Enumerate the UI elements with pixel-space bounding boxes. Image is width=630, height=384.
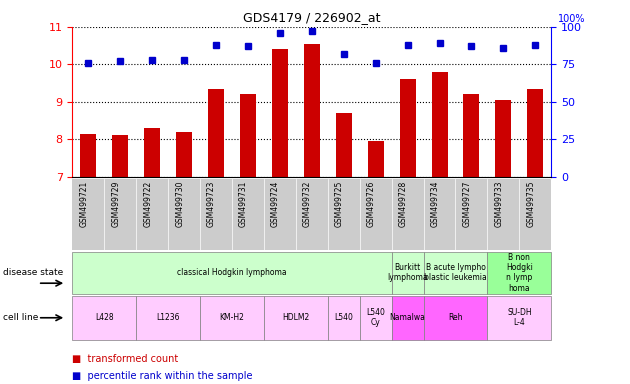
Bar [112, 136, 129, 177]
Bar [336, 113, 352, 177]
Bar [432, 72, 447, 177]
Bar [464, 94, 479, 177]
Bar [144, 128, 160, 177]
Bar [176, 132, 192, 177]
Bar [240, 94, 256, 177]
Bar [368, 141, 384, 177]
Text: L428: L428 [95, 313, 113, 322]
Text: KM-H2: KM-H2 [220, 313, 244, 322]
Text: 100%: 100% [558, 14, 586, 24]
Text: L1236: L1236 [156, 313, 180, 322]
Text: GSM499735: GSM499735 [526, 180, 536, 227]
Bar [208, 89, 224, 177]
Text: GSM499728: GSM499728 [399, 180, 408, 227]
Text: L540: L540 [335, 313, 353, 322]
Bar [304, 44, 320, 177]
Text: GSM499727: GSM499727 [462, 180, 471, 227]
Bar [81, 134, 96, 177]
Text: B non
Hodgki
n lymp
homa: B non Hodgki n lymp homa [506, 253, 533, 293]
Bar [527, 89, 543, 177]
Text: GSM499734: GSM499734 [430, 180, 440, 227]
Text: classical Hodgkin lymphoma: classical Hodgkin lymphoma [177, 268, 287, 277]
Text: L540
Cy: L540 Cy [366, 308, 385, 328]
Text: GSM499726: GSM499726 [367, 180, 375, 227]
Text: GDS4179 / 226902_at: GDS4179 / 226902_at [243, 12, 381, 25]
Bar [272, 50, 288, 177]
Text: ■  percentile rank within the sample: ■ percentile rank within the sample [72, 371, 253, 381]
Text: B acute lympho
blastic leukemia: B acute lympho blastic leukemia [424, 263, 487, 282]
Text: GSM499732: GSM499732 [303, 180, 312, 227]
Text: GSM499733: GSM499733 [495, 180, 503, 227]
Text: GSM499731: GSM499731 [239, 180, 248, 227]
Text: GSM499721: GSM499721 [79, 180, 88, 227]
Text: HDLM2: HDLM2 [282, 313, 309, 322]
Text: Namalwa: Namalwa [390, 313, 425, 322]
Text: ■  transformed count: ■ transformed count [72, 354, 179, 364]
Text: GSM499723: GSM499723 [207, 180, 216, 227]
Text: GSM499724: GSM499724 [271, 180, 280, 227]
Text: cell line: cell line [3, 313, 38, 322]
Text: GSM499729: GSM499729 [112, 180, 120, 227]
Bar [495, 100, 512, 177]
Text: Burkitt
lymphoma: Burkitt lymphoma [387, 263, 428, 282]
Text: SU-DH
L-4: SU-DH L-4 [507, 308, 532, 328]
Text: GSM499725: GSM499725 [335, 180, 344, 227]
Text: disease state: disease state [3, 268, 64, 277]
Text: GSM499722: GSM499722 [143, 180, 152, 227]
Text: GSM499730: GSM499730 [175, 180, 184, 227]
Bar [399, 79, 416, 177]
Text: Reh: Reh [448, 313, 463, 322]
